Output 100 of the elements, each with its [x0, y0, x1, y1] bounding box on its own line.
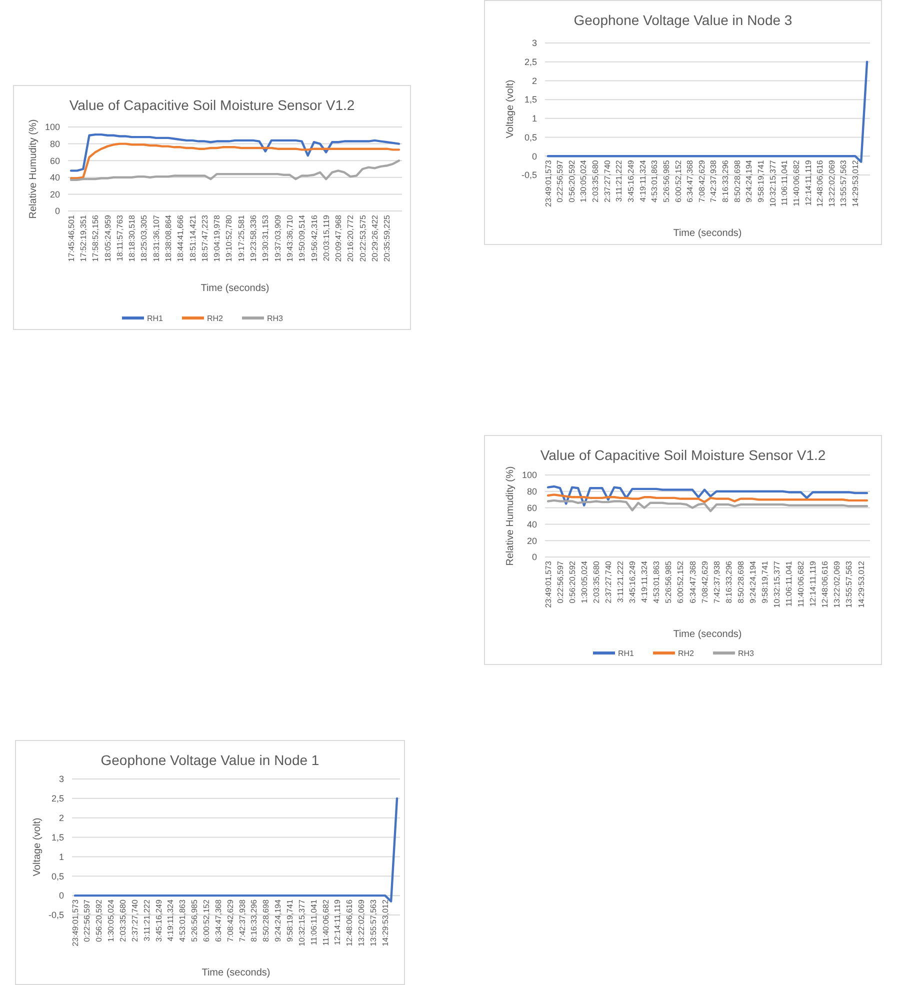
y-tick-label: 2: [58, 813, 64, 824]
x-tick-label: 4:53:01,863: [652, 560, 662, 604]
x-tick-label: 20:09:47,968: [334, 214, 344, 262]
x-tick-label: 12:14:11,119: [333, 899, 342, 946]
x-tick-label: 10:32:15,377: [768, 160, 778, 207]
x-tick-label: 7:08:42,629: [700, 560, 710, 604]
x-tick-label: 11:06:11,041: [309, 899, 318, 946]
x-tick-label: 2:03:35,680: [591, 160, 600, 202]
x-axis-title: Time (seconds): [200, 283, 270, 294]
x-tick-label: 3:45:16,249: [154, 899, 164, 942]
x-tick-label: 17:52:19,351: [78, 214, 88, 262]
x-tick-label: 18:38:08,864: [164, 214, 173, 262]
y-tick-label: 0: [58, 890, 64, 901]
x-tick-label: 19:17:25,581: [236, 214, 246, 262]
line-series: [546, 499, 868, 512]
x-tick-label: 18:11:57,763: [115, 214, 124, 262]
y-tick-label: 1: [532, 114, 537, 124]
x-tick-label: 13:55:57,563: [368, 899, 378, 946]
x-tick-label: 10:32:15,377: [297, 899, 306, 946]
y-tick-label: 80: [50, 138, 60, 149]
legend-label: RH1: [147, 314, 164, 323]
x-tick-label: 12:48:06,616: [820, 560, 830, 608]
x-tick-label: 19:37:03,909: [273, 214, 282, 262]
x-tick-label: 11:06:11,041: [784, 560, 794, 607]
x-tick-label: 6:00:52,152: [676, 560, 686, 604]
x-tick-label: 13:22:02,069: [832, 560, 842, 608]
x-axis-title: Time (seconds): [673, 228, 742, 240]
x-tick-label: 3:11:21,222: [142, 899, 152, 942]
y-tick-label: 1: [58, 852, 64, 862]
x-tick-label: 17:58:52,156: [91, 214, 100, 262]
chart-title: Geophone Voltage Value in Node 3: [574, 12, 792, 28]
y-tick-label: 0: [532, 552, 537, 562]
x-tick-label: 6:00:52,152: [674, 160, 683, 202]
x-tick-label: 19:50:09,514: [298, 214, 307, 262]
x-tick-label: 19:56:42,316: [310, 214, 319, 262]
x-tick-label: 2:03:35,680: [592, 560, 601, 604]
x-tick-label: 13:22:02,069: [357, 899, 366, 946]
x-tick-label: 19:10:52,780: [224, 214, 234, 262]
x-axis-title: Time (seconds): [673, 629, 742, 640]
chart-title: Value of Capacitive Soil Moisture Sensor V1.2: [69, 97, 355, 113]
y-tick-label: 3: [58, 774, 64, 784]
x-tick-label: 20:16:20,772: [346, 214, 356, 262]
x-tick-label: 9:58:19,741: [760, 560, 770, 604]
x-tick-label: 20:29:26,422: [370, 214, 380, 262]
x-tick-label: 8:16:33,296: [724, 560, 734, 604]
x-tick-label: 4:53:01,863: [650, 160, 660, 202]
x-tick-label: 9:24:24,194: [748, 560, 758, 604]
y-tick-label: 40: [50, 172, 60, 183]
x-tick-label: 8:50:28,698: [262, 899, 271, 942]
y-axis-title: Relative Humudity (%): [505, 466, 516, 566]
y-tick-label: 20: [50, 189, 60, 200]
x-tick-label: 0:22:56,597: [556, 560, 565, 604]
x-tick-label: 5:26:56,985: [664, 560, 674, 604]
x-tick-label: 12:48:06,616: [816, 160, 825, 207]
y-tick-label: 0,5: [524, 132, 537, 142]
x-tick-label: 11:40:06,682: [792, 160, 801, 206]
x-tick-label: 6:34:47,368: [686, 160, 695, 202]
x-tick-label: 19:30:31,153: [261, 214, 270, 262]
x-tick-label: 0:56:20,592: [94, 899, 104, 942]
legend-label: RH2: [207, 314, 224, 323]
x-tick-label: 2:03:35,680: [118, 899, 128, 942]
x-tick-label: 18:31:36,107: [152, 214, 161, 262]
x-tick-label: 6:34:47,368: [688, 560, 698, 604]
y-tick-label: 40: [526, 519, 537, 530]
chart-title: Geophone Voltage Value in Node 1: [100, 752, 320, 768]
y-tick-label: -0,5: [521, 170, 537, 180]
x-tick-label: 19:04:19,978: [212, 214, 222, 262]
x-tick-label: 20:03:15,119: [322, 214, 331, 262]
x-tick-label: 3:45:16,249: [626, 160, 636, 202]
x-tick-label: 1:30:05,024: [106, 899, 116, 942]
x-tick-label: 12:14:11,119: [808, 560, 818, 607]
line-series: [546, 485, 868, 506]
x-tick-label: 5:26:56,985: [662, 160, 671, 202]
x-tick-label: 23:49:01,573: [70, 899, 80, 946]
y-tick-label: 20: [526, 536, 537, 546]
x-tick-label: 3:11:21,222: [614, 160, 624, 202]
y-tick-label: 0,5: [51, 871, 64, 882]
x-tick-label: 8:16:33,296: [250, 899, 259, 942]
x-tick-label: 18:25:03,305: [140, 214, 149, 262]
x-tick-label: 20:35:59,225: [382, 214, 392, 262]
x-tick-label: 0:22:56,597: [82, 899, 92, 942]
legend-label: RH2: [678, 648, 695, 658]
x-tick-label: 1:30:05,024: [580, 560, 589, 604]
x-tick-label: 9:58:19,741: [285, 899, 294, 942]
x-tick-label: 0:22:56,597: [556, 160, 565, 202]
x-tick-label: 18:57:47,223: [200, 214, 210, 262]
x-tick-label: 2:37:27,740: [602, 160, 612, 202]
x-tick-label: 5:26:56,985: [190, 899, 200, 942]
x-tick-label: 8:16:33,296: [721, 160, 730, 202]
x-tick-label: 2:37:27,740: [604, 560, 613, 604]
y-tick-label: 2,5: [524, 57, 537, 68]
line-series: [546, 494, 868, 504]
x-axis-title: Time (seconds): [202, 968, 270, 979]
x-tick-label: 12:14:11,119: [804, 160, 813, 206]
x-tick-label: 13:55:57,563: [839, 160, 848, 207]
x-tick-label: 7:42:37,938: [712, 560, 722, 604]
x-tick-label: 11:40:06,682: [796, 560, 806, 608]
x-tick-label: 11:40:06,682: [321, 899, 330, 946]
x-tick-label: 14:29:53,012: [380, 899, 390, 946]
x-tick-label: 18:18:30,518: [128, 214, 137, 262]
